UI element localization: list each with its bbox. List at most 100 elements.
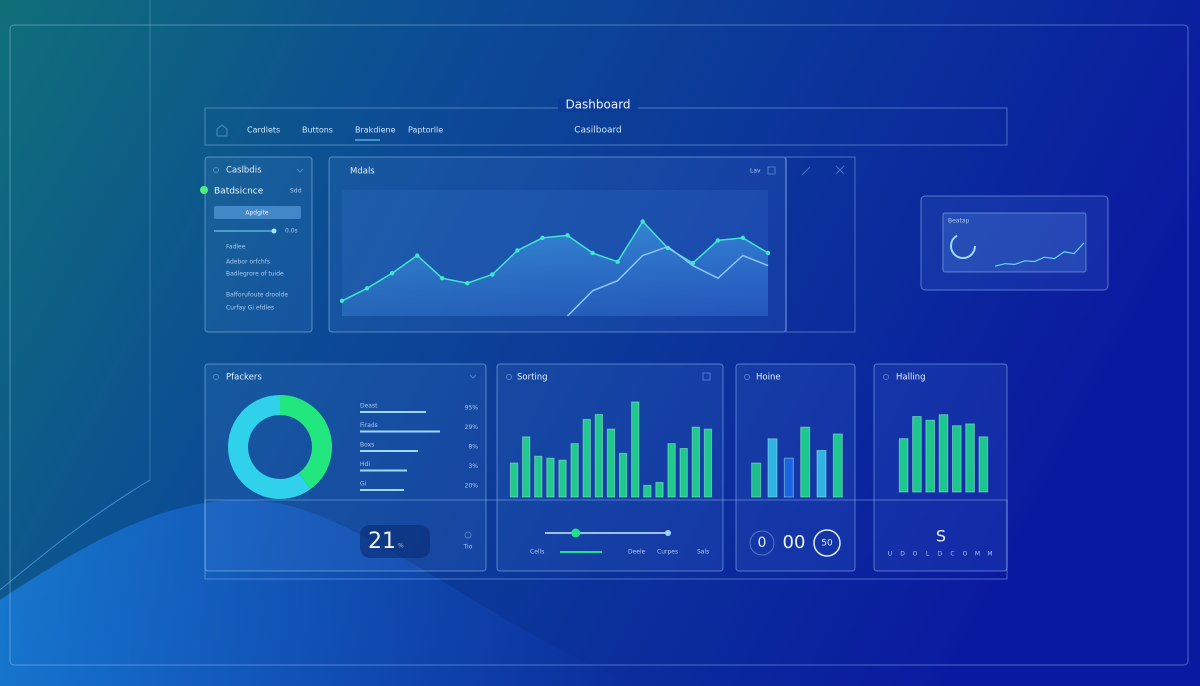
point	[515, 248, 520, 253]
icon[interactable]	[464, 531, 472, 539]
home-panel-title: Hoine	[756, 373, 781, 383]
legend-bar	[360, 411, 426, 413]
status-dot	[200, 186, 208, 194]
background-wave	[0, 499, 640, 686]
counter-unit: %	[398, 543, 404, 550]
nav-item[interactable]: Paptorlle	[408, 126, 443, 135]
point	[414, 253, 420, 258]
bar	[667, 443, 676, 498]
day-label: U	[888, 551, 892, 558]
legend-bar	[360, 450, 418, 452]
sidebar-item[interactable]: Fadlee	[226, 244, 246, 251]
sidebar-slider-knob[interactable]	[271, 228, 277, 234]
header-subtitle: Casilboard	[574, 126, 621, 136]
outer-frame	[9, 24, 1189, 666]
donut-panel	[204, 363, 487, 572]
point	[640, 219, 645, 224]
legend-label: Deast	[360, 403, 378, 410]
widget-inner	[942, 212, 1087, 273]
donut-segment	[279, 395, 332, 490]
bar	[800, 426, 811, 498]
area	[342, 221, 768, 316]
widget-title: Beatap	[948, 218, 970, 225]
sidebar-item[interactable]: Curfay Gi efdles	[226, 305, 274, 312]
day-label: C	[950, 551, 954, 558]
big-letter: S	[936, 527, 946, 546]
bar	[816, 449, 827, 498]
point	[565, 233, 570, 238]
point	[590, 250, 595, 256]
bar	[570, 443, 579, 498]
legend-value: 29%	[465, 424, 479, 431]
edit-icon[interactable]	[801, 166, 811, 176]
side-panel	[785, 156, 856, 333]
nav-item[interactable]: Buttons	[302, 126, 333, 135]
bar	[546, 457, 555, 498]
legend-label: Hdi	[360, 461, 370, 468]
bar	[978, 436, 989, 493]
sidebar-button-label: Apdgite	[245, 210, 269, 217]
sidebar-title: Caslbdis	[226, 166, 262, 176]
donut-panel-title: Pfackers	[226, 373, 262, 383]
slider-label: Deele	[628, 549, 646, 556]
bar	[582, 418, 591, 498]
bar	[965, 423, 975, 493]
bar	[925, 419, 936, 493]
line	[566, 245, 769, 317]
sidebar-panel	[204, 156, 313, 333]
line	[994, 242, 1085, 267]
widget-panel	[920, 195, 1109, 291]
sidebar-slider-note: 0.0s	[285, 228, 298, 235]
bar	[898, 438, 909, 493]
legend-value: 3%	[468, 463, 478, 470]
close-icon[interactable]	[835, 165, 845, 175]
readout-ring	[813, 529, 841, 557]
slider-label: Cells	[530, 549, 544, 556]
sidebar-button[interactable]	[214, 206, 301, 219]
halling-chart	[898, 414, 989, 493]
bar	[594, 414, 604, 498]
home-panel	[735, 363, 856, 572]
point	[440, 276, 445, 281]
chevron[interactable]	[469, 374, 477, 379]
legend-bar	[360, 430, 440, 433]
sidebar-item[interactable]: Adebor orfchfs	[226, 259, 270, 266]
home-icon[interactable]	[216, 124, 228, 137]
readout: 50	[821, 539, 833, 549]
readout: 00	[783, 532, 806, 553]
widget-chart	[994, 242, 1085, 267]
donut-segment	[228, 395, 311, 499]
sidebar-active-item[interactable]: Batdsicnce	[214, 187, 264, 197]
bar	[643, 484, 652, 498]
chevron[interactable]	[296, 168, 304, 173]
point	[465, 281, 470, 286]
sidebar-item[interactable]: Badlegrore of tuide	[226, 271, 284, 278]
line-chart-title: Mdals	[350, 167, 375, 177]
bar	[783, 457, 794, 498]
day-label: M	[975, 551, 980, 558]
legend-bar	[360, 489, 404, 491]
point	[364, 286, 370, 291]
bar	[691, 426, 700, 498]
day-label: L	[926, 551, 930, 558]
legend-label: Gi	[360, 481, 367, 488]
widget-ring	[950, 233, 976, 259]
bar	[606, 428, 616, 498]
slider-knob[interactable]	[571, 528, 581, 538]
nav-item[interactable]: Brakdiene	[355, 126, 396, 135]
point	[339, 298, 345, 304]
sidebar-item[interactable]: Bafforufoute droolde	[226, 292, 288, 299]
bar	[938, 414, 949, 493]
background-line	[0, 479, 151, 591]
panel-icon[interactable]	[767, 166, 776, 175]
bar	[679, 448, 688, 498]
panel-icon	[213, 374, 219, 380]
panel-icon[interactable]	[702, 372, 711, 381]
counter-box	[360, 525, 430, 558]
nav-item[interactable]: Cardlets	[247, 126, 280, 135]
title-backdrop	[558, 98, 638, 112]
panel-icon	[506, 374, 512, 380]
bar	[751, 462, 762, 498]
